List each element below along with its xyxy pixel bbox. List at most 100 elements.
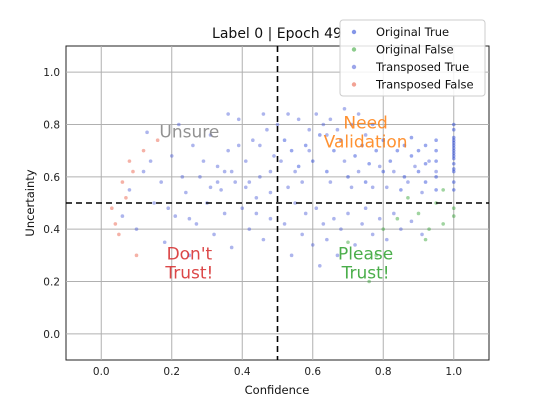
data-point	[219, 188, 223, 192]
data-point	[377, 164, 382, 169]
data-point	[356, 169, 361, 174]
data-point	[423, 180, 428, 184]
data-point	[226, 148, 230, 153]
data-point	[367, 279, 371, 284]
data-point	[406, 195, 410, 200]
quadrant-label-line: Unsure	[159, 123, 219, 143]
data-point	[381, 227, 386, 231]
data-point	[169, 154, 174, 158]
data-point	[363, 133, 368, 137]
data-point	[399, 188, 403, 192]
x-tick-label: 0.0	[93, 366, 110, 378]
y-axis-label: Uncertainty	[23, 169, 37, 236]
data-point	[434, 138, 438, 142]
x-axis-label: Confidence	[245, 383, 310, 397]
data-point	[409, 219, 414, 224]
data-point	[420, 232, 424, 237]
data-point	[346, 175, 350, 179]
data-point	[303, 211, 308, 216]
data-point	[258, 143, 262, 148]
data-point	[392, 169, 396, 174]
y-tick-label: 0.8	[43, 120, 60, 132]
data-point	[296, 117, 301, 122]
data-point	[392, 211, 396, 216]
data-point	[451, 214, 456, 218]
data-point	[451, 167, 456, 171]
data-point	[451, 141, 456, 145]
data-point	[229, 245, 234, 250]
data-point	[265, 127, 269, 132]
x-tick-labels: 0.0 0.2 0.4 0.6 0.8 1.0	[93, 366, 462, 378]
data-point	[272, 154, 276, 158]
data-point	[339, 138, 343, 142]
legend-label: Transposed True	[375, 60, 469, 74]
data-point	[434, 175, 438, 179]
data-point	[395, 148, 400, 153]
data-point	[409, 154, 414, 158]
data-point	[377, 216, 382, 221]
y-tick-labels: 0.0 0.2 0.4 0.6 0.8 1.0	[43, 67, 60, 341]
data-point	[349, 185, 354, 190]
data-point	[120, 180, 125, 184]
data-point	[346, 240, 350, 245]
data-point	[282, 138, 287, 142]
data-point	[229, 169, 234, 174]
data-point	[409, 135, 414, 140]
data-point	[226, 112, 230, 116]
legend-label: Transposed False	[375, 78, 474, 92]
data-point	[191, 143, 195, 148]
data-point	[360, 143, 364, 148]
data-point	[441, 222, 445, 226]
data-point	[314, 112, 319, 116]
data-point	[282, 222, 287, 226]
quadrant-label: Please Trust!	[338, 244, 393, 283]
data-point	[451, 169, 456, 174]
data-point	[247, 180, 252, 184]
data-point	[427, 159, 431, 163]
data-point	[141, 169, 146, 174]
y-tick-label: 0.0	[43, 329, 60, 341]
data-point	[247, 227, 252, 231]
data-point	[325, 169, 329, 174]
data-point	[406, 180, 410, 184]
data-point	[420, 190, 424, 195]
quadrant-label: Don't Trust!	[164, 244, 213, 283]
data-point	[120, 214, 125, 218]
quadrant-label-line: Validation	[324, 133, 408, 153]
data-point	[177, 122, 181, 127]
data-point	[328, 180, 333, 184]
data-point	[261, 112, 266, 116]
data-point	[215, 180, 220, 184]
data-point	[300, 180, 304, 184]
data-point	[416, 169, 421, 174]
data-point	[162, 240, 167, 245]
data-point	[321, 222, 326, 226]
data-point	[117, 232, 121, 237]
data-point	[134, 227, 139, 231]
x-tick-label: 0.4	[234, 366, 251, 378]
data-point	[187, 253, 192, 258]
data-point	[332, 216, 336, 221]
data-point	[236, 117, 241, 122]
chart-title: Label 0 | Epoch 49	[212, 26, 342, 42]
data-point	[300, 232, 304, 237]
data-point	[384, 237, 389, 242]
data-point	[451, 206, 456, 211]
data-point	[402, 143, 407, 148]
legend-marker	[351, 47, 357, 52]
data-point	[325, 237, 329, 242]
data-point	[310, 159, 315, 163]
data-point	[388, 159, 393, 163]
data-point	[307, 148, 312, 153]
data-point	[286, 185, 290, 190]
data-point	[113, 222, 118, 226]
data-point	[314, 206, 319, 211]
data-point	[215, 164, 220, 169]
data-point	[349, 122, 354, 127]
data-point	[416, 211, 421, 216]
data-point	[451, 151, 456, 156]
data-point	[289, 253, 294, 258]
data-point	[423, 161, 428, 166]
data-point	[222, 169, 227, 174]
data-point	[451, 143, 456, 148]
